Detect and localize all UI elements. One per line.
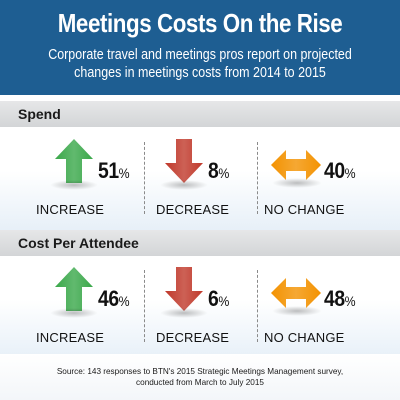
arrow-left-right-icon — [270, 148, 322, 187]
arrow-shadow — [50, 308, 98, 318]
page-title: Meetings Costs On the Rise — [57, 8, 343, 38]
metric-unit: % — [118, 293, 130, 309]
arrow-shadow — [160, 180, 208, 190]
metric-caption: NO CHANGE — [264, 202, 345, 217]
arrow-up-shape — [55, 139, 93, 183]
metric-caption: DECREASE — [156, 330, 230, 345]
arrow-down-shape — [165, 267, 203, 311]
metric-increase: 51% INCREASE — [36, 132, 180, 232]
arrow-up-icon — [54, 266, 94, 317]
arrow-left-right-shape — [271, 278, 321, 308]
column-divider — [257, 270, 258, 342]
metric-caption: NO CHANGE — [264, 330, 345, 345]
metric-unit: % — [218, 165, 229, 181]
metric-value: 46% — [98, 286, 130, 312]
source-note: Source: 143 responses to BTN's 2015 Stra… — [0, 366, 400, 388]
metric-decrease: 6% DECREASE — [156, 260, 290, 360]
metric-no-change: 48% NO CHANGE — [264, 260, 398, 360]
metric-unit: % — [344, 165, 356, 181]
arrow-down-icon — [164, 266, 204, 317]
section-title-cost-per-attendee: Cost Per Attendee — [18, 235, 139, 251]
metric-number: 48 — [324, 286, 345, 311]
source-line-2: conducted from March to July 2015 — [136, 378, 264, 387]
column-divider — [257, 142, 258, 214]
metric-no-change: 40% NO CHANGE — [264, 132, 398, 232]
metric-caption: INCREASE — [36, 330, 105, 345]
metric-increase: 46% INCREASE — [36, 260, 180, 360]
metric-number: 51 — [98, 158, 119, 183]
metric-value: 48% — [324, 286, 356, 312]
arrow-down-icon — [164, 138, 204, 189]
source-line-1: Source: 143 responses to BTN's 2015 Stra… — [56, 367, 344, 376]
column-divider — [144, 270, 145, 342]
footer-background — [0, 354, 400, 400]
metric-value: 6% — [208, 286, 229, 312]
metric-unit: % — [118, 165, 130, 181]
metric-number: 46 — [98, 286, 119, 311]
arrow-shadow — [272, 306, 322, 316]
arrow-left-right-icon — [270, 276, 322, 315]
header-banner: Meetings Costs On the Rise Corporate tra… — [0, 0, 400, 95]
metric-number: 8 — [208, 158, 219, 183]
column-divider — [144, 142, 145, 214]
section-bar-spend: Spend — [0, 101, 400, 127]
metric-number: 6 — [208, 286, 219, 311]
arrow-shadow — [50, 180, 98, 190]
section-title-spend: Spend — [18, 106, 61, 122]
metric-unit: % — [218, 293, 229, 309]
metric-value: 40% — [324, 158, 356, 184]
arrow-left-right-shape — [271, 150, 321, 180]
metric-value: 51% — [98, 158, 130, 184]
metric-unit: % — [344, 293, 356, 309]
metric-caption: INCREASE — [36, 202, 105, 217]
arrow-up-shape — [55, 267, 93, 311]
page-subtitle: Corporate travel and meetings pros repor… — [48, 47, 352, 81]
metric-number: 40 — [324, 158, 345, 183]
section-bar-cost-per-attendee: Cost Per Attendee — [0, 230, 400, 256]
arrow-shadow — [272, 178, 322, 188]
metric-value: 8% — [208, 158, 229, 184]
metric-decrease: 8% DECREASE — [156, 132, 290, 232]
arrow-shadow — [160, 308, 208, 318]
arrow-up-icon — [54, 138, 94, 189]
arrow-down-shape — [165, 139, 203, 183]
metric-caption: DECREASE — [156, 202, 230, 217]
